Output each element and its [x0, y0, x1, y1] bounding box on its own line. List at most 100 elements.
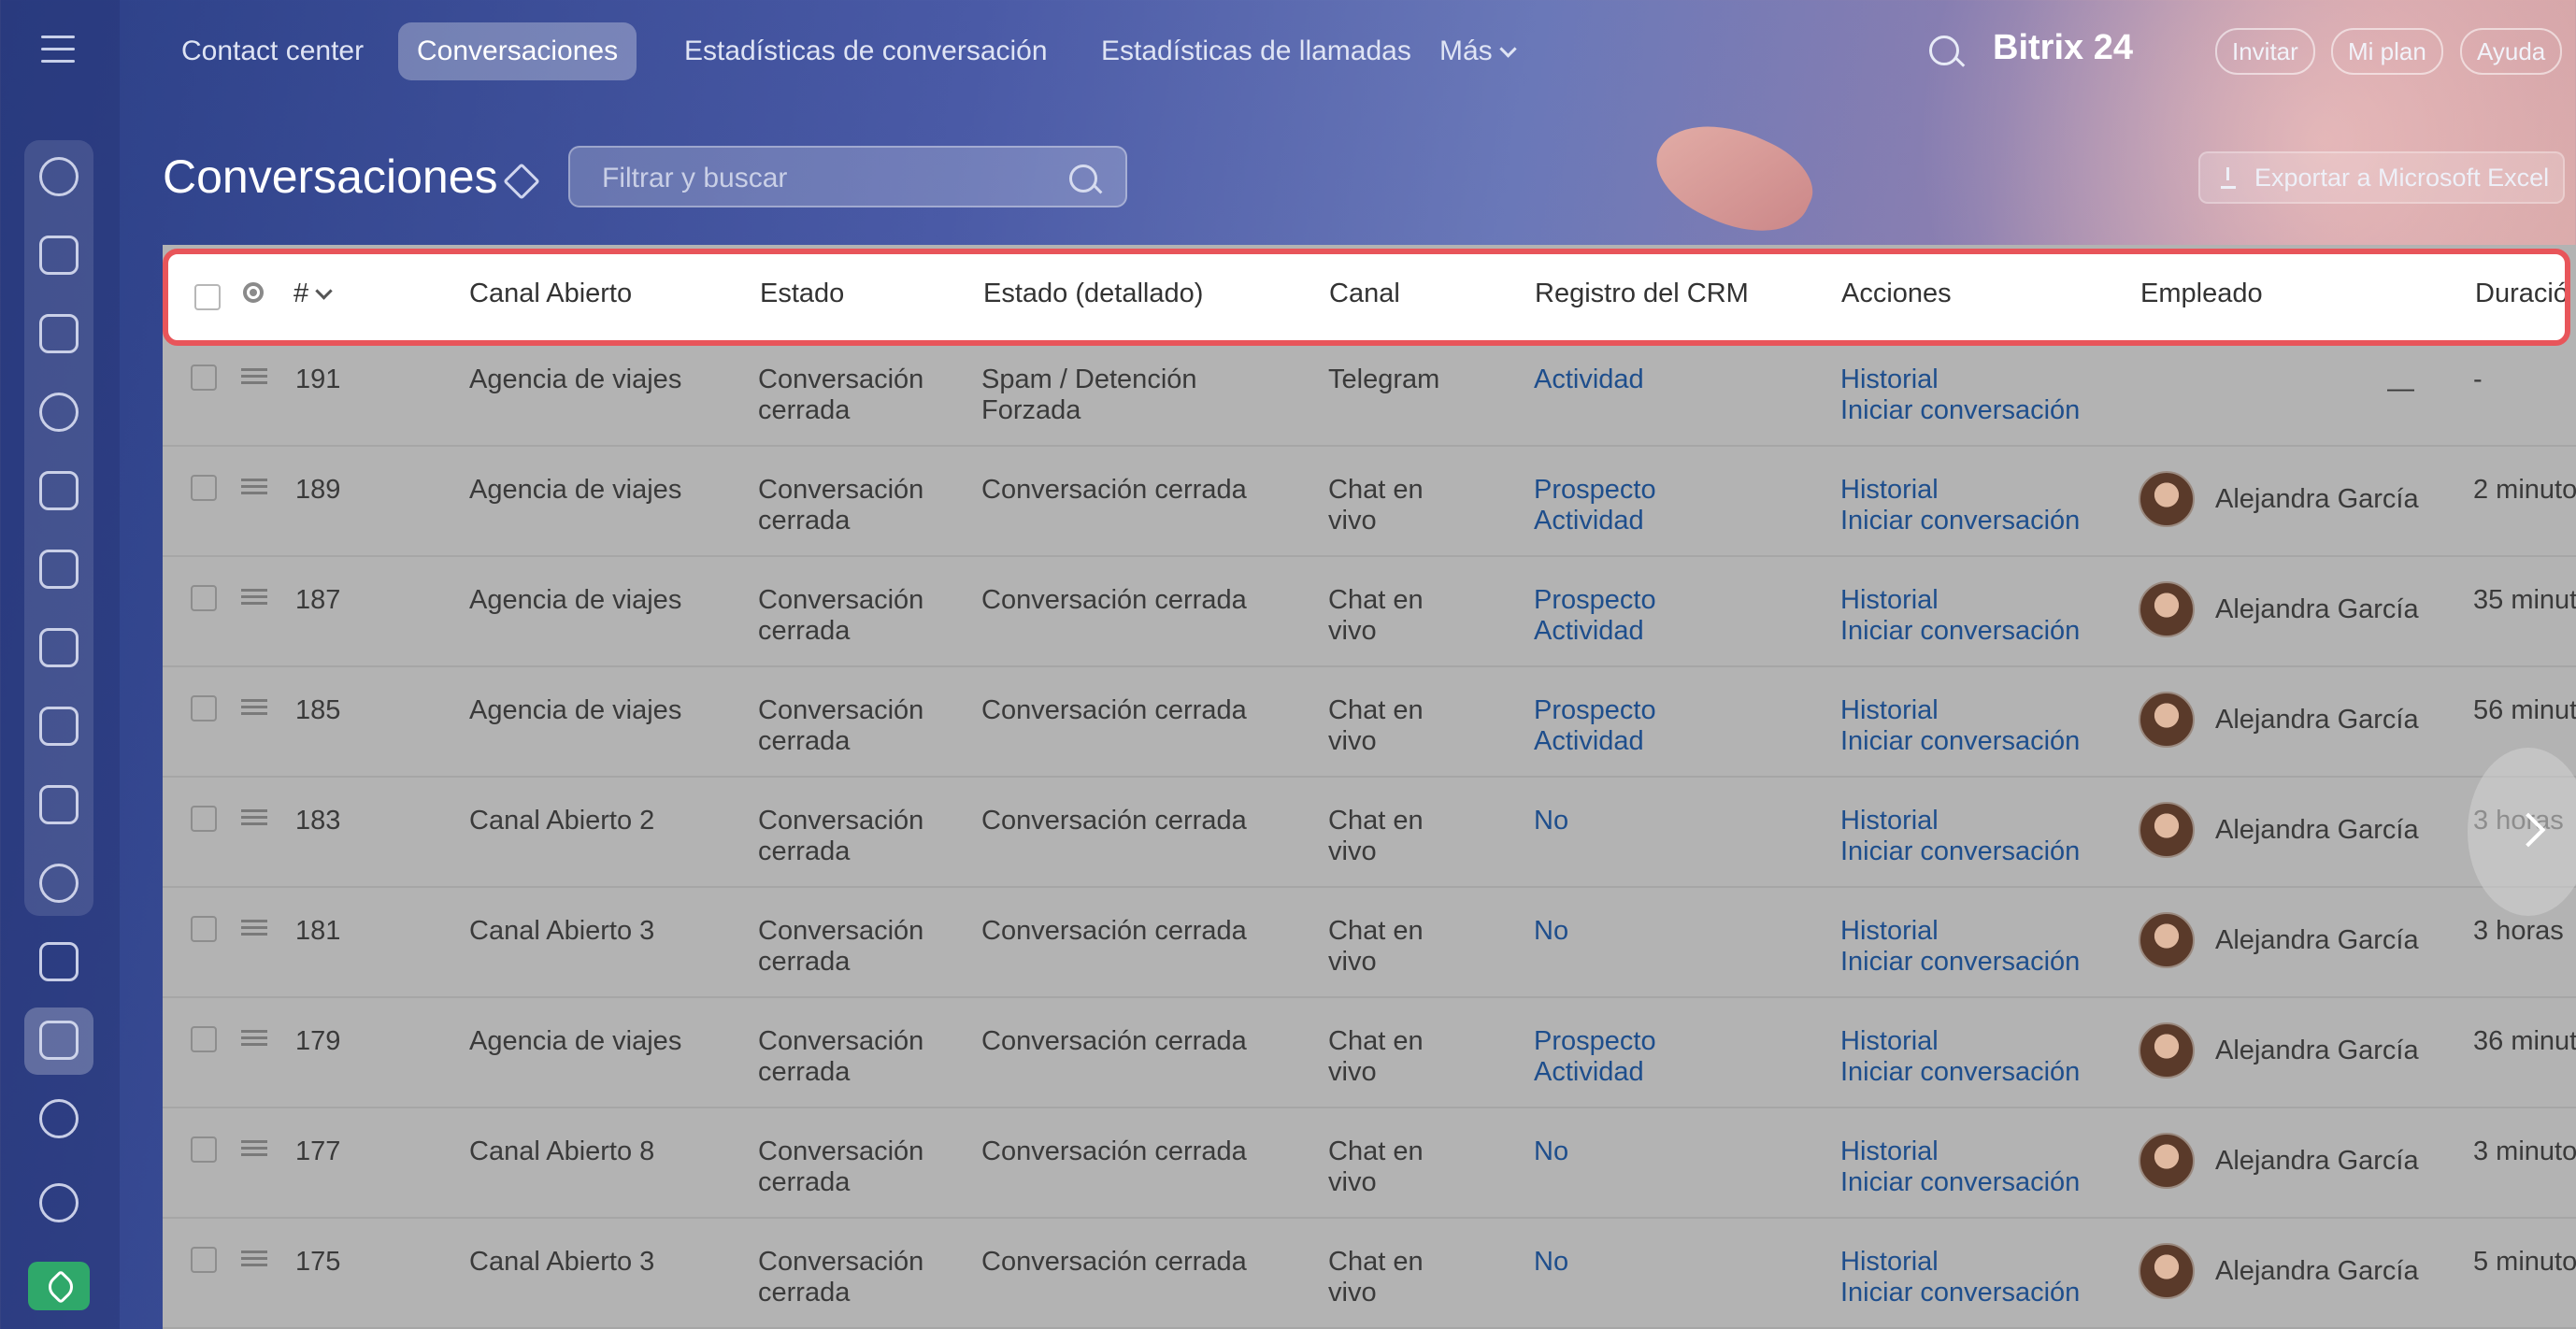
row-checkbox[interactable]: [191, 695, 217, 722]
table-row[interactable]: 191 Agencia de viajes Conversación cerrada S…: [163, 335, 2576, 447]
row-checkbox[interactable]: [191, 1026, 217, 1052]
table-row[interactable]: 185 Agencia de viajes Conversación cerrada C…: [163, 665, 2576, 778]
presentation-icon[interactable]: [39, 628, 79, 667]
header-estado-detallado[interactable]: Estado (detallado): [983, 279, 1204, 308]
cell-empleado[interactable]: Alejandra García: [2215, 1036, 2419, 1065]
drag-icon[interactable]: [241, 1250, 267, 1266]
row-checkbox[interactable]: [191, 364, 217, 391]
avatar[interactable]: [2139, 692, 2195, 748]
my-plan-button[interactable]: Mi plan: [2331, 28, 2443, 75]
menu-icon[interactable]: [41, 36, 75, 64]
start-conversation-link[interactable]: Iniciar conversación: [1840, 836, 2081, 866]
start-conversation-link[interactable]: Iniciar conversación: [1840, 395, 2081, 425]
gear-icon[interactable]: [243, 282, 264, 303]
header-crm[interactable]: Registro del CRM: [1535, 279, 1749, 308]
cell-empleado[interactable]: Alejandra García: [2215, 594, 2419, 624]
avatar[interactable]: [2139, 581, 2195, 637]
drag-icon[interactable]: [241, 809, 267, 825]
header-estado[interactable]: Estado: [760, 279, 845, 308]
start-conversation-link[interactable]: Iniciar conversación: [1840, 506, 2081, 536]
sidebar-item-contact-center[interactable]: [24, 1007, 93, 1075]
avatar[interactable]: [2139, 1133, 2195, 1189]
drag-icon[interactable]: [241, 699, 267, 715]
table-row[interactable]: 187 Agencia de viajes Conversación cerrada C…: [163, 555, 2576, 667]
history-link[interactable]: Historial: [1840, 806, 1939, 836]
table-row[interactable]: 177 Canal Abierto 8 Conversación cerrada Con…: [163, 1107, 2576, 1219]
cell-empleado[interactable]: Alejandra García: [2215, 1256, 2419, 1286]
documents-icon[interactable]: [39, 314, 79, 353]
start-conversation-link[interactable]: Iniciar conversación: [1840, 1278, 2081, 1308]
help-button[interactable]: Ayuda: [2460, 28, 2563, 75]
history-link[interactable]: Historial: [1840, 585, 1939, 615]
avatar[interactable]: [2139, 802, 2195, 858]
history-link[interactable]: Historial: [1840, 1026, 1939, 1056]
start-conversation-link[interactable]: Iniciar conversación: [1840, 947, 2081, 977]
row-checkbox[interactable]: [191, 916, 217, 942]
hexagon-icon[interactable]: [39, 393, 79, 432]
export-excel-button[interactable]: Exportar a Microsoft Excel: [2198, 151, 2565, 204]
tab-estadisticas-llamadas[interactable]: Estadísticas de llamadas: [1101, 36, 1411, 66]
crm-link-2[interactable]: Actividad: [1534, 1057, 1644, 1087]
select-all-checkbox[interactable]: [194, 284, 221, 310]
start-conversation-link[interactable]: Iniciar conversación: [1840, 616, 2081, 646]
avatar[interactable]: [2139, 1243, 2195, 1299]
tab-conversaciones[interactable]: Conversaciones: [398, 22, 637, 80]
avatar[interactable]: [2139, 1022, 2195, 1079]
search-icon[interactable]: [1929, 36, 1959, 65]
crm-icon[interactable]: [39, 157, 79, 196]
drag-icon[interactable]: [241, 368, 267, 384]
rocket-icon[interactable]: [28, 1262, 90, 1310]
table-row[interactable]: 175 Canal Abierto 3 Conversación cerrada Con…: [163, 1217, 2576, 1329]
cell-empleado[interactable]: Alejandra García: [2215, 815, 2419, 845]
drag-icon[interactable]: [241, 920, 267, 936]
header-canal-abierto[interactable]: Canal Abierto: [469, 279, 633, 308]
search-input[interactable]: [600, 157, 1052, 200]
robot-icon[interactable]: [39, 1099, 79, 1138]
drag-icon[interactable]: [241, 589, 267, 605]
start-conversation-link[interactable]: Iniciar conversación: [1840, 1057, 2081, 1087]
cell-empleado[interactable]: Alejandra García: [2215, 484, 2419, 514]
pin-icon[interactable]: [503, 163, 540, 200]
table-row[interactable]: 179 Agencia de viajes Conversación cerrada C…: [163, 996, 2576, 1108]
search-icon[interactable]: [1069, 164, 1097, 193]
invite-button[interactable]: Invitar: [2215, 28, 2315, 75]
calendar-icon[interactable]: [39, 471, 79, 510]
mail-icon[interactable]: [39, 785, 79, 824]
history-link[interactable]: Historial: [1840, 695, 1939, 725]
crm-link-2[interactable]: Actividad: [1534, 506, 1644, 536]
history-link[interactable]: Historial: [1840, 475, 1939, 505]
row-checkbox[interactable]: [191, 1136, 217, 1163]
history-link[interactable]: Historial: [1840, 1136, 1939, 1166]
crm-link[interactable]: Prospecto: [1534, 1026, 1656, 1056]
row-checkbox[interactable]: [191, 475, 217, 501]
header-duracion[interactable]: Duración: [2475, 279, 2569, 308]
crm-link[interactable]: Prospecto: [1534, 585, 1656, 615]
crm-link[interactable]: Actividad: [1534, 364, 1644, 394]
row-checkbox[interactable]: [191, 585, 217, 611]
row-checkbox[interactable]: [191, 1247, 217, 1273]
table-row[interactable]: 189 Agencia de viajes Conversación cerrada C…: [163, 445, 2576, 557]
avatar[interactable]: [2139, 471, 2195, 527]
start-conversation-link[interactable]: Iniciar conversación: [1840, 726, 2081, 756]
users-icon[interactable]: [39, 864, 79, 903]
history-link[interactable]: Historial: [1840, 1247, 1939, 1277]
cell-empleado[interactable]: Alejandra García: [2215, 1146, 2419, 1176]
drag-icon[interactable]: [241, 1140, 267, 1156]
filter-search-box[interactable]: [568, 146, 1127, 207]
tab-estadisticas-conversacion[interactable]: Estadísticas de conversación: [684, 36, 1048, 66]
history-link[interactable]: Historial: [1840, 364, 1939, 394]
table-row[interactable]: 181 Canal Abierto 3 Conversación cerrada Con…: [163, 886, 2576, 998]
header-empleado[interactable]: Empleado: [2140, 279, 2263, 308]
inbox-icon[interactable]: [39, 707, 79, 746]
cell-empleado[interactable]: Alejandra García: [2215, 705, 2419, 735]
history-link[interactable]: Historial: [1840, 916, 1939, 946]
crm-link[interactable]: Prospecto: [1534, 475, 1656, 505]
row-checkbox[interactable]: [191, 806, 217, 832]
avatar[interactable]: [2139, 912, 2195, 968]
settings-icon[interactable]: [39, 1183, 79, 1222]
drag-icon[interactable]: [241, 479, 267, 494]
crm-link-2[interactable]: Actividad: [1534, 726, 1644, 756]
file-icon[interactable]: [39, 550, 79, 589]
drag-icon[interactable]: [241, 1030, 267, 1046]
table-row[interactable]: 183 Canal Abierto 2 Conversación cerrada Con…: [163, 776, 2576, 888]
